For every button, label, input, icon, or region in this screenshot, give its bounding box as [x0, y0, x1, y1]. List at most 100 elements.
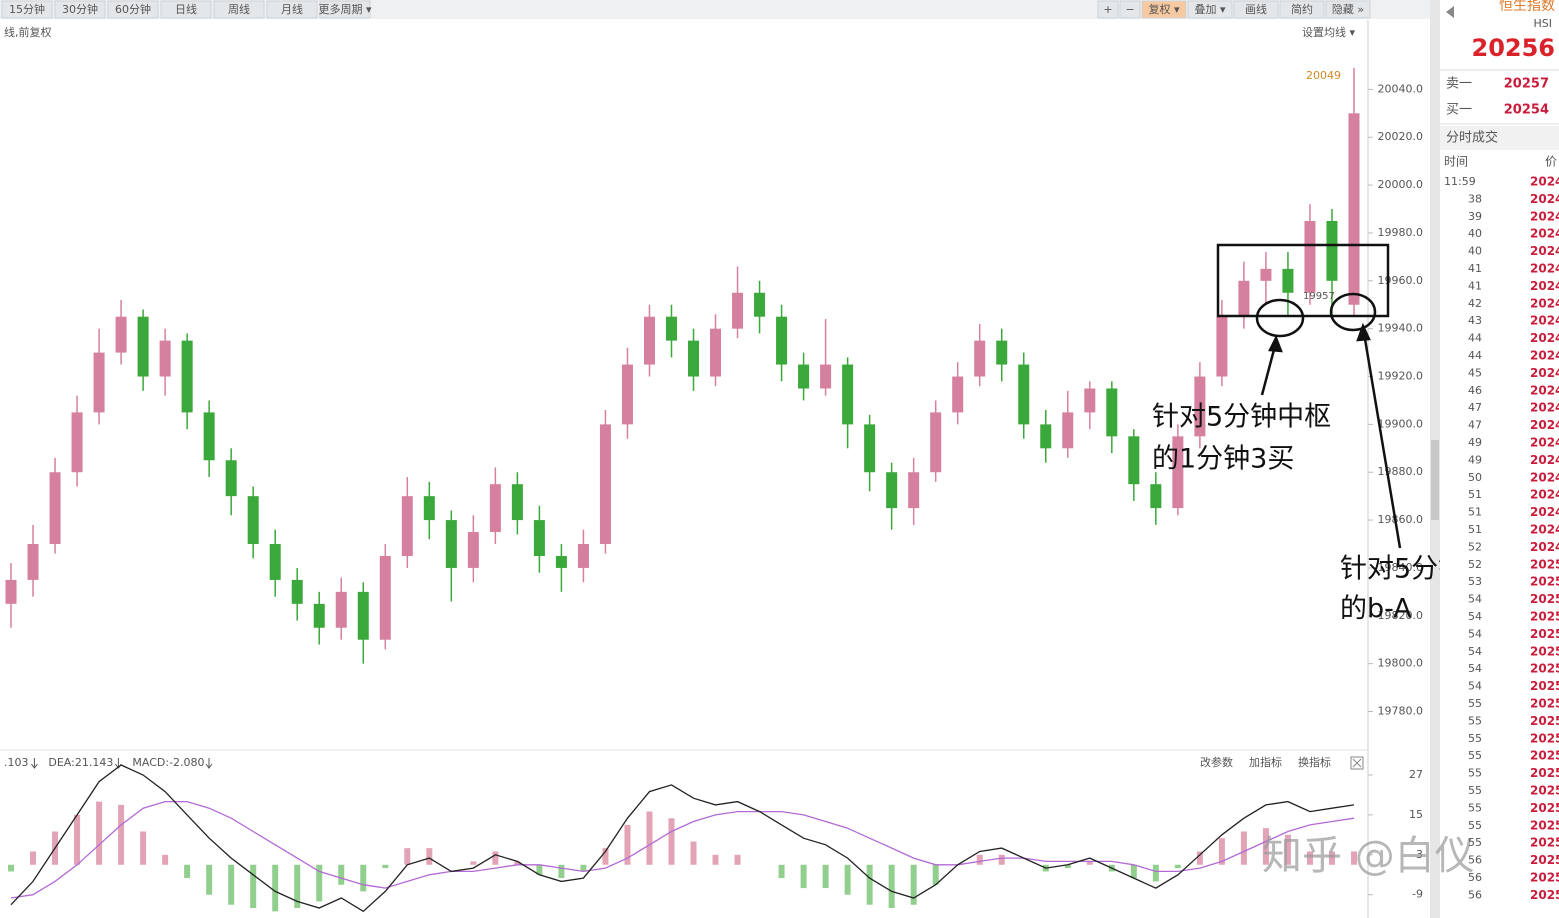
tab[interactable]: [1, 0, 53, 19]
candle-body: [137, 316, 149, 377]
trade-time: 55: [1468, 836, 1482, 849]
max-label: 20049: [1306, 69, 1341, 82]
y-tick-label: 19820.0: [1378, 609, 1424, 622]
tool-button[interactable]: [1097, 0, 1119, 19]
scroll-thumb[interactable]: [1431, 440, 1439, 520]
column-header: 时间: [1444, 155, 1468, 169]
candle-body: [511, 484, 523, 521]
tool-button[interactable]: [1233, 0, 1279, 19]
candle-body: [291, 579, 303, 604]
panel-action[interactable]: 换指标: [1298, 755, 1331, 769]
side-panel: [1440, 0, 1559, 918]
trade-price: 2025: [1530, 853, 1559, 867]
candle-body: [181, 340, 193, 413]
y-tick-label: 19780.0: [1378, 705, 1424, 718]
tab[interactable]: [54, 0, 106, 19]
tool-label[interactable]: 简约: [1291, 2, 1313, 16]
trade-time: 49: [1468, 453, 1482, 466]
tab[interactable]: [107, 0, 159, 19]
tab[interactable]: [160, 0, 212, 19]
candle-body: [798, 364, 810, 389]
y-tick-label: 27: [1409, 768, 1423, 781]
column-header: 价: [1545, 155, 1557, 169]
tab-label[interactable]: 日线: [175, 2, 197, 16]
trade-price: 2025: [1530, 836, 1559, 850]
ma-setting[interactable]: 设置均线 ▾: [1302, 25, 1355, 39]
tool-button[interactable]: [1279, 0, 1325, 19]
y-tick-label: 20040.0: [1378, 82, 1424, 95]
legend-arrow: [31, 758, 38, 769]
trade-price: 2025: [1530, 697, 1559, 711]
candle-body: [754, 292, 766, 317]
trade-time: 52: [1468, 558, 1482, 571]
trade-time: 38: [1468, 192, 1482, 205]
candle-body: [423, 496, 435, 521]
candle-body: [1040, 424, 1052, 449]
tool-button[interactable]: [1119, 0, 1141, 19]
trade-time: 54: [1468, 593, 1482, 606]
tool-label[interactable]: 画线: [1245, 2, 1267, 16]
trade-time: 41: [1468, 279, 1482, 292]
tab[interactable]: [319, 0, 371, 19]
trade-price: 2025: [1530, 784, 1559, 798]
tool-label[interactable]: −: [1125, 3, 1134, 16]
trade-time: 56: [1468, 888, 1482, 901]
legend-entry: .103: [4, 756, 29, 769]
y-tick-label: 19980.0: [1378, 226, 1424, 239]
dea-line: [10, 800, 1355, 899]
tool-label[interactable]: 复权 ▾: [1148, 2, 1179, 16]
tab[interactable]: [213, 0, 265, 19]
candle-body: [1150, 484, 1162, 509]
tool-button[interactable]: [1141, 0, 1187, 19]
tab-label[interactable]: 更多周期 ▾: [318, 2, 371, 16]
tool-label[interactable]: +: [1103, 3, 1112, 16]
tool-button[interactable]: [1187, 0, 1233, 19]
panel-action[interactable]: 改参数: [1200, 755, 1233, 769]
candle-body: [115, 316, 127, 353]
candle-body: [159, 340, 171, 377]
candle-body: [489, 484, 501, 533]
trade-price: 2025: [1530, 557, 1559, 571]
candle-body: [93, 352, 105, 413]
trade-time: 39: [1468, 210, 1482, 223]
tool-button[interactable]: [1325, 0, 1371, 19]
trade-price: 2025: [1530, 610, 1559, 624]
chart-subtitle: 线,前复权: [4, 25, 52, 39]
candle-body: [1062, 412, 1074, 449]
tab-label[interactable]: 月线: [281, 2, 303, 16]
tool-label[interactable]: 隐藏 »: [1332, 3, 1364, 16]
candle-body: [1326, 220, 1338, 281]
trade-time: 47: [1468, 401, 1482, 414]
candle-body: [27, 544, 39, 580]
tab-label[interactable]: 60分钟: [115, 2, 151, 16]
trade-price: 2025: [1530, 871, 1559, 885]
ask-label: 卖一: [1446, 77, 1472, 92]
trade-time: 55: [1468, 784, 1482, 797]
annotation-text: 针对5分钟中枢: [1152, 402, 1331, 433]
y-tick-label: 3: [1416, 848, 1423, 861]
trade-time: 51: [1468, 523, 1482, 536]
candle-body: [665, 316, 677, 341]
tab-label[interactable]: 30分钟: [62, 2, 98, 16]
trade-time: 53: [1468, 575, 1482, 588]
trade-time: 47: [1468, 419, 1482, 432]
panel-close[interactable]: [1350, 756, 1364, 770]
tab-label[interactable]: 周线: [228, 2, 250, 16]
tool-label[interactable]: 叠加 ▾: [1194, 3, 1225, 16]
y-tick-label: 19920.0: [1378, 370, 1424, 383]
trade-time: 56: [1468, 871, 1482, 884]
candle-body: [313, 603, 325, 628]
bid-price: 20254: [1504, 103, 1549, 118]
tab[interactable]: [266, 0, 318, 19]
candle-body: [1084, 388, 1096, 413]
tab-label[interactable]: 15分钟: [9, 2, 45, 16]
panel-action[interactable]: 加指标: [1249, 755, 1282, 769]
